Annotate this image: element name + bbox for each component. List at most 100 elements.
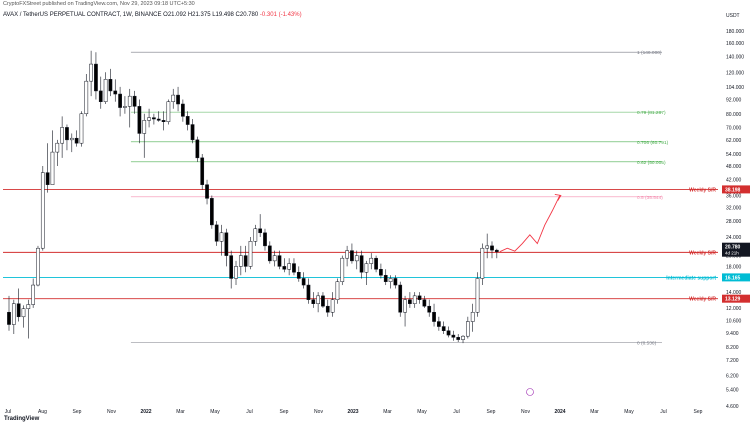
candle (50, 130, 55, 185)
candle (296, 266, 301, 282)
candle (113, 79, 118, 102)
candle-body (364, 263, 369, 273)
candle-body (45, 172, 50, 185)
y-tick-label: 70.000 (726, 125, 742, 131)
candle-body (190, 124, 195, 141)
candle-body (181, 103, 185, 117)
candle-body (379, 269, 383, 276)
candle (118, 86, 122, 117)
candle (379, 263, 383, 279)
fib-level-label: 0.706 (60.791) (637, 140, 669, 146)
candle (181, 99, 185, 122)
y-tick-label: 42.000 (726, 178, 742, 184)
candle (210, 195, 214, 229)
price-tag (722, 185, 750, 194)
candle-body (36, 247, 40, 286)
candle-body (147, 117, 151, 121)
candle (335, 278, 340, 304)
candle-body (229, 255, 234, 279)
candle (330, 292, 335, 317)
brand-text: TradingView (4, 416, 40, 422)
candle (340, 255, 345, 286)
candle (272, 250, 277, 267)
candle-body (69, 137, 74, 141)
candle-body (166, 101, 171, 122)
candle-body (296, 271, 301, 279)
last-price-value: 20.780 (725, 245, 741, 251)
candle-body (137, 106, 142, 134)
candle-body (200, 157, 205, 185)
candle-body (437, 321, 441, 327)
candle-body (185, 116, 190, 125)
candle (282, 258, 287, 273)
candle (36, 245, 40, 287)
candle (98, 76, 103, 109)
y-tick-label: 104.000 (726, 85, 744, 91)
candle (321, 292, 325, 308)
candle-body (11, 303, 16, 325)
y-tick-label: 160.000 (726, 41, 744, 47)
x-tick-label: May (624, 409, 634, 415)
candle-body (388, 278, 393, 282)
candle-body (374, 257, 378, 270)
y-tick-label: 5.400 (726, 388, 739, 394)
candle (263, 228, 267, 251)
candle-body (40, 172, 45, 249)
candle-body (427, 305, 432, 313)
y-tick-label: 62.000 (726, 138, 742, 144)
candle-body (287, 263, 291, 270)
candle (137, 99, 142, 144)
candle (152, 113, 156, 125)
candle-body (383, 275, 388, 282)
candle (345, 245, 349, 267)
candle (494, 248, 499, 259)
candle-body (74, 137, 79, 144)
candle (142, 113, 147, 158)
candle-body (60, 127, 64, 144)
x-tick-label: May (210, 409, 220, 415)
candle-body (412, 295, 417, 304)
candle-body (345, 250, 349, 259)
candle (398, 281, 403, 317)
candle-body (219, 232, 224, 242)
candle-body (470, 311, 475, 322)
candle (229, 250, 234, 289)
y-tick-label: 48.000 (726, 164, 742, 170)
ohlc-values: O21.092 H21.375 L19.498 C20.780 (163, 12, 259, 18)
fib-level-label: 0.62 (50.005) (637, 160, 666, 166)
x-tick-label: Nov (521, 409, 530, 415)
x-tick-label: 2022 (140, 409, 151, 415)
candle-body (321, 295, 325, 307)
candle (161, 111, 166, 131)
candle (359, 250, 364, 279)
candle (253, 224, 258, 246)
candle-body (301, 278, 306, 286)
candle-body (127, 95, 132, 107)
x-tick-label: Aug (38, 409, 47, 415)
candle (147, 108, 151, 128)
candle-body (26, 304, 31, 309)
candle-body (16, 303, 21, 318)
candle-body (214, 224, 219, 242)
candle-body (330, 299, 335, 313)
candle (470, 303, 475, 332)
candle-body (171, 94, 176, 102)
candle-body (485, 245, 490, 249)
candle (200, 153, 205, 190)
candle (40, 166, 45, 251)
x-tick-label: Nov (107, 409, 116, 415)
candle-body (461, 335, 465, 340)
candle (7, 295, 11, 331)
candle (60, 116, 64, 158)
price-tag-value: 38.198 (725, 187, 741, 193)
x-tick-label: Jul (246, 409, 252, 415)
level-label: Weekly S/R (689, 187, 716, 193)
candle (393, 275, 398, 289)
candle (311, 292, 316, 308)
x-tick-label: Mar (176, 409, 185, 415)
y-tick-label: 32.000 (726, 206, 742, 212)
candle (185, 111, 190, 131)
candle (412, 292, 417, 308)
candle (127, 88, 132, 128)
